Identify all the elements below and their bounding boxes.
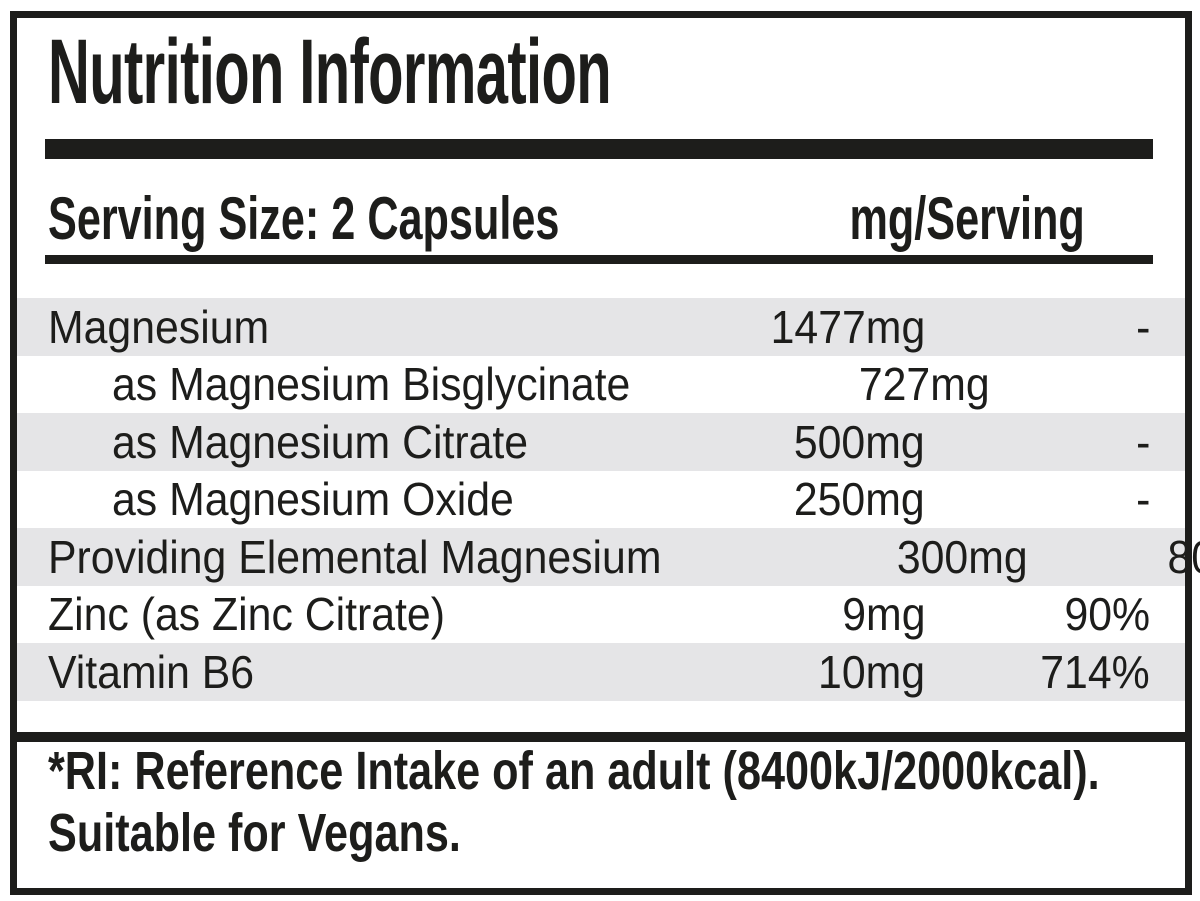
table-row: Magnesium 1477mg - [17,298,1185,356]
table-row: as Magnesium Oxide 250mg - [17,471,1185,529]
nutrient-ri-cell: - [925,472,1150,526]
nutrient-table: Magnesium 1477mg - as Magnesium Bisglyci… [17,298,1200,701]
nutrient-amount-cell: 250mg [605,472,925,526]
nutrient-ri-cell: 90% [925,587,1150,641]
serving-size-label: Serving Size: 2 Capsules [48,184,560,252]
nutrient-name-cell: Zinc (as Zinc Citrate) [17,587,605,641]
nutrient-ri-cell: - [925,300,1150,354]
table-header-row: Serving Size: 2 Capsules mg/Serving %RI* [17,178,1185,258]
nutrient-amount: 9mg [841,588,925,641]
nutrient-name-cell: Vitamin B6 [17,645,605,699]
panel-title: Nutrition Information [48,26,942,118]
serving-size-header-cell: Serving Size: 2 Capsules [17,184,758,253]
nutrient-amount: 727mg [858,358,990,411]
nutrient-name: Providing Elemental Magnesium [48,530,662,583]
table-row: Vitamin B6 10mg 714% [17,643,1185,701]
nutrient-amount: 500mg [794,415,925,468]
nutrient-name: as Magnesium Oxide [112,473,514,526]
nutrient-amount: 250mg [794,473,925,526]
amount-column-label: mg/Serving [849,184,1086,252]
ri-header-cell: %RI* [1078,184,1200,253]
nutrient-ri: 90% [1064,588,1150,641]
footnote: *RI: Reference Intake of an adult (8400k… [48,740,1150,864]
nutrient-ri: 714% [1040,645,1150,698]
nutrient-ri: - [1135,473,1150,526]
table-row: as Magnesium Bisglycinate 727mg - [17,356,1185,414]
table-row: as Magnesium Citrate 500mg - [17,413,1185,471]
footnote-line-vegan: Suitable for Vegans. [48,802,1150,864]
footnote-ri-text: *RI: Reference Intake of an adult (8400k… [48,741,1100,801]
nutrient-ri: - [1135,300,1150,353]
nutrient-name-cell: as Magnesium Bisglycinate [17,357,669,411]
nutrient-amount-cell: 10mg [605,645,925,699]
header-divider-bar [45,255,1153,264]
nutrient-amount: 300mg [896,530,1028,583]
nutrient-ri-cell: 80% [1028,530,1200,584]
footnote-line-ri: *RI: Reference Intake of an adult (8400k… [48,740,1150,802]
nutrient-ri-cell: - [925,415,1150,469]
nutrient-amount-cell: 300mg [708,530,1028,584]
table-row: Zinc (as Zinc Citrate) 9mg 90% [17,586,1185,644]
nutrient-name: Vitamin B6 [48,645,255,698]
nutrient-amount-cell: 1477mg [605,300,925,354]
nutrient-name-cell: as Magnesium Citrate [17,415,605,469]
title-divider-bar [45,139,1153,159]
footnote-divider-bar [17,732,1185,742]
nutrient-name-cell: Providing Elemental Magnesium [17,530,708,584]
nutrient-amount: 10mg [817,645,925,698]
table-row: Providing Elemental Magnesium 300mg 80% [17,528,1200,586]
nutrient-ri: 80% [1167,530,1200,583]
nutrient-name-cell: as Magnesium Oxide [17,472,605,526]
nutrient-ri-cell: - [989,357,1200,411]
nutrient-ri: - [1135,415,1150,468]
footnote-vegan-text: Suitable for Vegans. [48,803,461,863]
nutrient-amount-cell: 727mg [669,357,990,411]
nutrient-name: Zinc (as Zinc Citrate) [48,588,445,641]
nutrition-label-panel: Nutrition Information Serving Size: 2 Ca… [10,11,1200,895]
nutrient-amount-cell: 500mg [605,415,925,469]
nutrient-name: Magnesium [48,300,270,353]
nutrient-amount: 1477mg [770,300,925,353]
nutrient-name: as Magnesium Citrate [112,415,529,468]
nutrient-ri-cell: 714% [925,645,1150,699]
nutrient-name-cell: Magnesium [17,300,605,354]
amount-header-cell: mg/Serving [758,184,1085,253]
nutrient-name: as Magnesium Bisglycinate [112,358,631,411]
nutrient-amount-cell: 9mg [605,587,925,641]
panel-title-text: Nutrition Information [48,21,612,123]
